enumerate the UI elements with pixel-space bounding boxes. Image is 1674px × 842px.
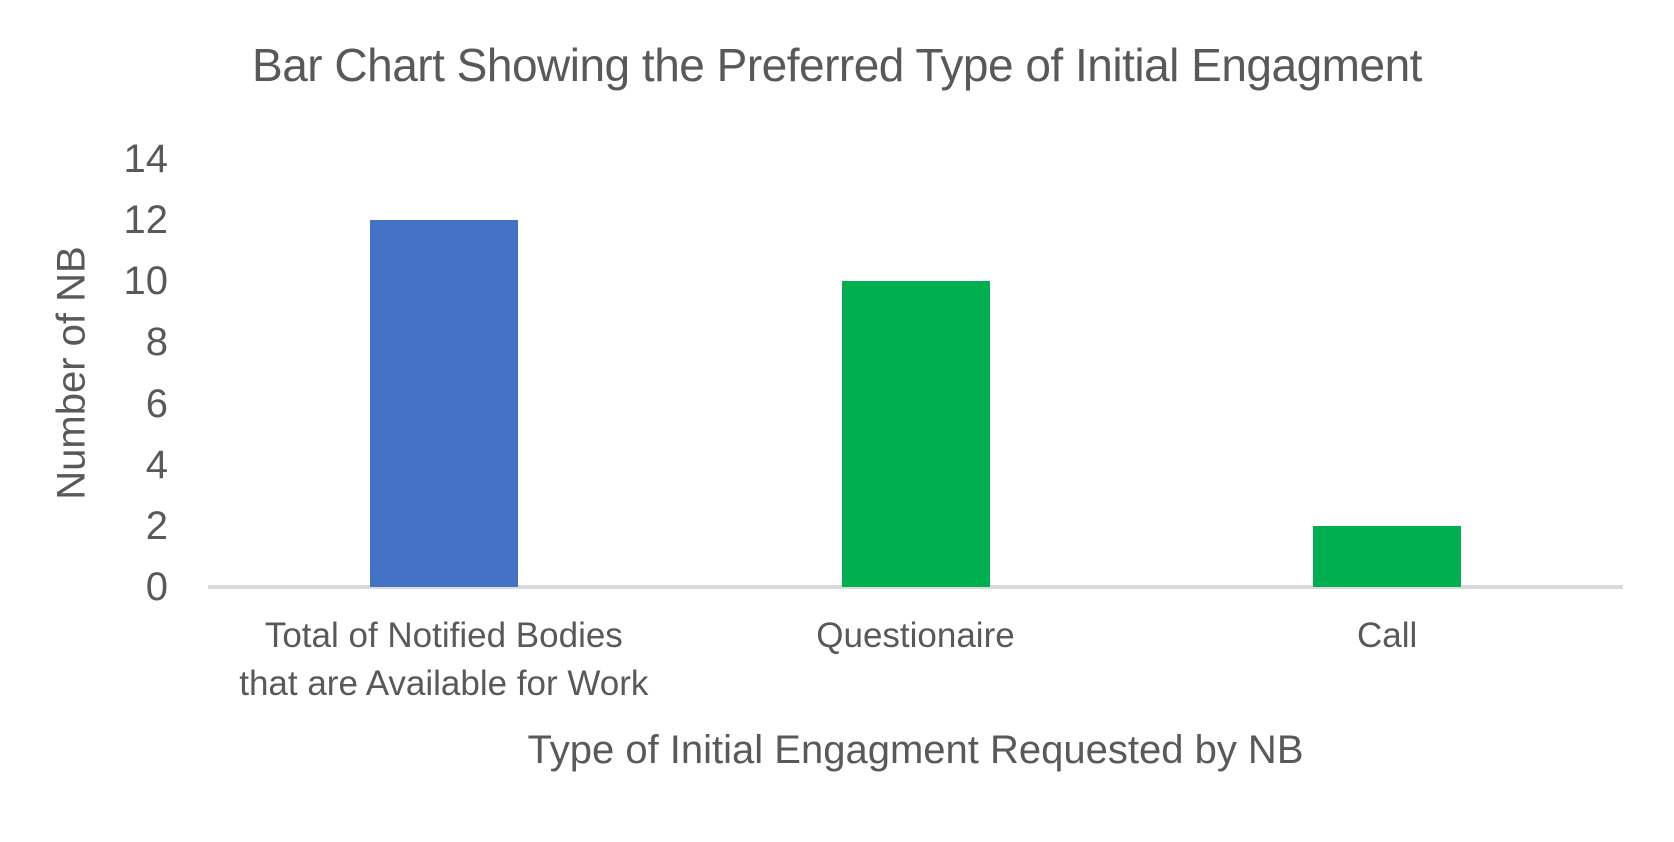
y-axis-ticks: 0 2 4 6 8 10 12 14 <box>0 0 169 842</box>
y-tick-label: 2 <box>145 504 168 548</box>
y-tick-label: 12 <box>123 198 169 242</box>
bar <box>841 281 990 587</box>
bar <box>369 220 518 587</box>
y-tick-label: 0 <box>145 565 168 609</box>
x-axis-line <box>208 585 1623 589</box>
y-tick-label: 4 <box>145 443 168 487</box>
chart-title: Bar Chart Showing the Preferred Type of … <box>252 39 1422 91</box>
category-label: Total of Notified Bodies that are Availa… <box>239 616 649 703</box>
y-tick-label: 6 <box>145 382 168 426</box>
plot-area <box>208 159 1623 589</box>
bar <box>1313 526 1462 587</box>
category-label: Questionaire <box>816 616 1015 655</box>
y-tick-label: 8 <box>145 320 168 364</box>
category-label: Call <box>1357 616 1418 655</box>
y-tick-label: 14 <box>123 137 169 181</box>
y-tick-label: 10 <box>123 259 169 303</box>
x-axis-title: Type of Initial Engagment Requested by N… <box>527 728 1304 772</box>
